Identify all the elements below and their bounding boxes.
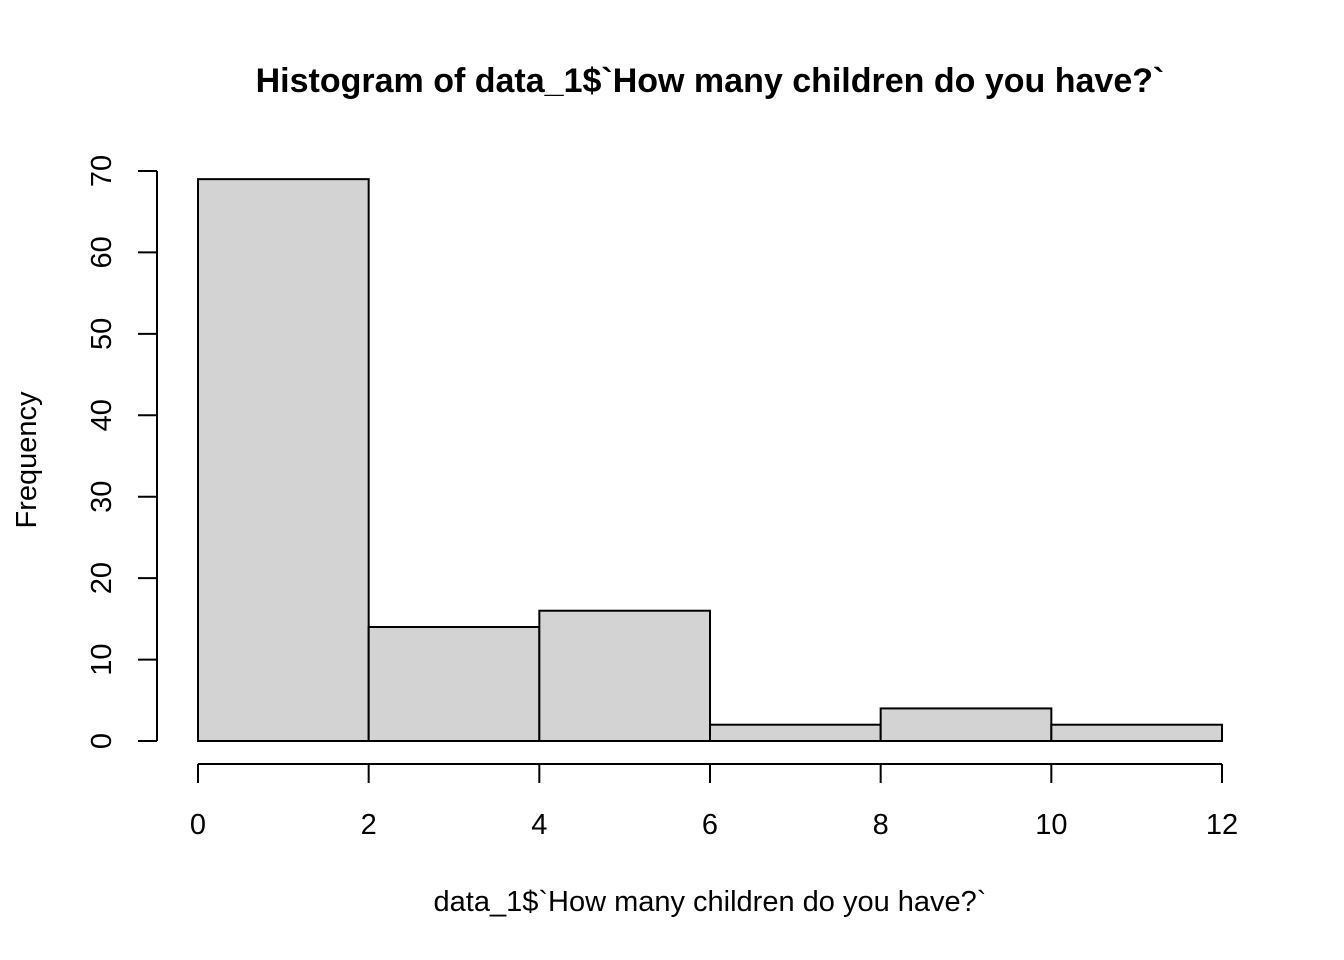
y-axis: 0 10 20 30 40 50 60 70 (86, 155, 158, 749)
y-tick-label: 40 (86, 399, 118, 431)
y-tick-label: 70 (86, 155, 118, 187)
x-tick-label: 4 (531, 809, 547, 841)
y-tick-label: 0 (86, 733, 118, 749)
y-tick-label: 60 (86, 236, 118, 268)
x-tick-label: 12 (1206, 809, 1238, 841)
histogram-bar (538, 609, 711, 743)
bars-group (197, 178, 1224, 743)
x-tick-label: 10 (1035, 809, 1067, 841)
histogram-bar (879, 707, 1053, 743)
chart-title: Histogram of data_1$`How many children d… (256, 62, 1165, 100)
y-tick-label: 50 (86, 318, 118, 350)
histogram-bar (709, 723, 882, 743)
histogram-bar (197, 178, 370, 742)
x-tick-label: 6 (702, 809, 718, 841)
y-tick-label: 20 (86, 562, 118, 594)
x-tick-label: 8 (873, 809, 889, 841)
x-tick-label: 0 (190, 809, 206, 841)
y-tick-label: 10 (86, 643, 118, 675)
y-tick-label: 30 (86, 481, 118, 513)
histogram-bar (1050, 723, 1224, 743)
histogram-bar (367, 626, 541, 742)
x-axis-label: data_1$`How many children do you have?` (434, 886, 987, 918)
x-tick-label: 2 (361, 809, 377, 841)
x-axis: 0 2 4 6 8 10 12 (190, 763, 1238, 841)
y-axis-label: Frequency (11, 391, 43, 529)
